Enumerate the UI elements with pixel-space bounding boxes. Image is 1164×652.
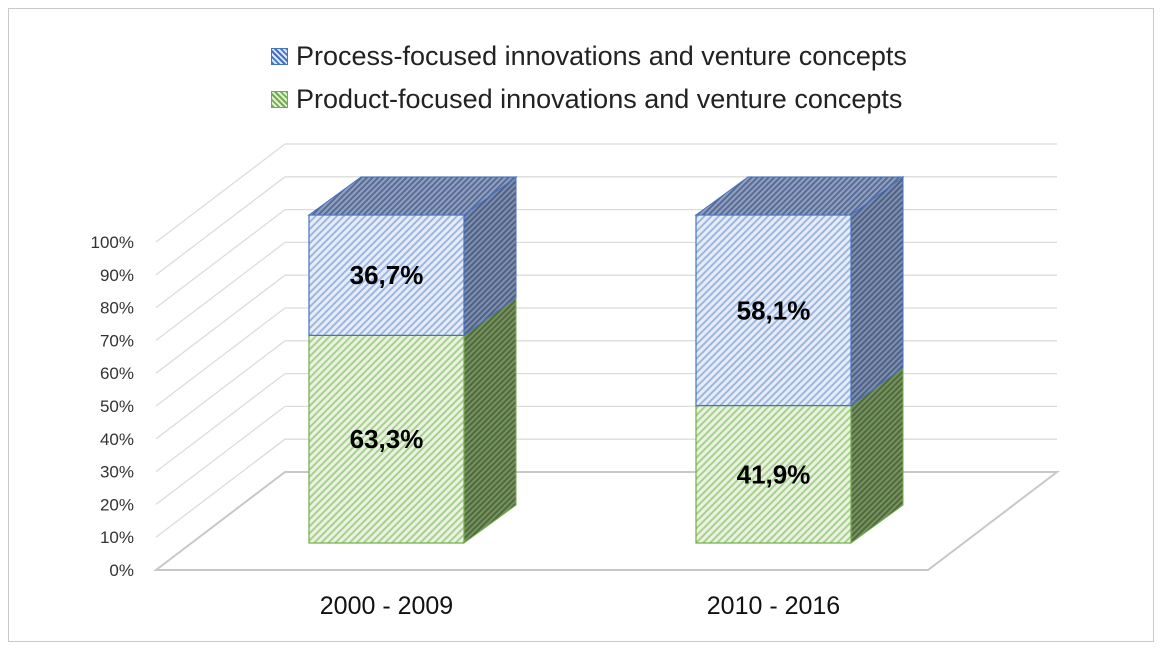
bar-top-face — [694, 176, 905, 216]
bar-segment — [695, 214, 852, 407]
x-category-label: 2000 - 2009 — [320, 592, 453, 620]
bar-segment — [308, 334, 465, 544]
legend-label-process: Process-focused innovations and venture … — [296, 41, 907, 71]
gridline-side — [155, 340, 286, 440]
legend-swatch-process — [271, 48, 288, 65]
legend-label-product: Product-focused innovations and venture … — [296, 84, 903, 114]
y-tick-label: 100% — [91, 233, 134, 252]
chart-floor — [153, 471, 1060, 571]
gridline-side — [155, 143, 286, 243]
gridline-side — [155, 274, 286, 374]
gridline-side — [155, 438, 286, 538]
y-tick-label: 60% — [100, 364, 134, 383]
data-label: 36,7% — [350, 260, 424, 290]
legend-item-process: Process-focused innovations and venture … — [271, 35, 907, 78]
y-tick-label: 50% — [100, 397, 134, 416]
y-tick-label: 30% — [100, 463, 134, 482]
bar-side-face — [850, 176, 904, 407]
x-category-label: 2010 - 2016 — [707, 592, 840, 620]
gridline-side — [155, 373, 286, 473]
y-tick-label: 40% — [100, 430, 134, 449]
data-label: 41,9% — [737, 459, 811, 489]
data-label: 63,3% — [350, 424, 424, 454]
legend-item-product: Product-focused innovations and venture … — [271, 78, 907, 121]
legend: Process-focused innovations and venture … — [271, 35, 907, 121]
y-tick-label: 20% — [100, 495, 134, 514]
x-axis-categories: 2000 - 2009 2010 - 2016 — [320, 592, 840, 620]
y-tick-label: 0% — [109, 561, 134, 580]
bars: 63,3% 36,7% 41,9% 58,1% — [307, 176, 905, 544]
chart-walls — [153, 143, 1060, 571]
bar-side-face — [463, 296, 517, 544]
bar-segment — [308, 214, 465, 336]
y-tick-label: 80% — [100, 299, 134, 318]
legend-swatch-product — [271, 91, 288, 108]
bar-top-face — [307, 176, 518, 216]
y-tick-label: 10% — [100, 528, 134, 547]
y-axis-ticks: 0% 10% 20% 30% 40% 50% 60% 70% 80% 90% 100% — [91, 233, 134, 580]
gridline-side — [155, 176, 286, 276]
gridline-side — [155, 241, 286, 341]
y-tick-label: 70% — [100, 331, 134, 350]
data-label: 58,1% — [737, 295, 811, 325]
gridline-side — [155, 405, 286, 505]
y-tick-label: 90% — [100, 266, 134, 285]
gridline-side — [155, 307, 286, 407]
gridline-side — [155, 209, 286, 309]
